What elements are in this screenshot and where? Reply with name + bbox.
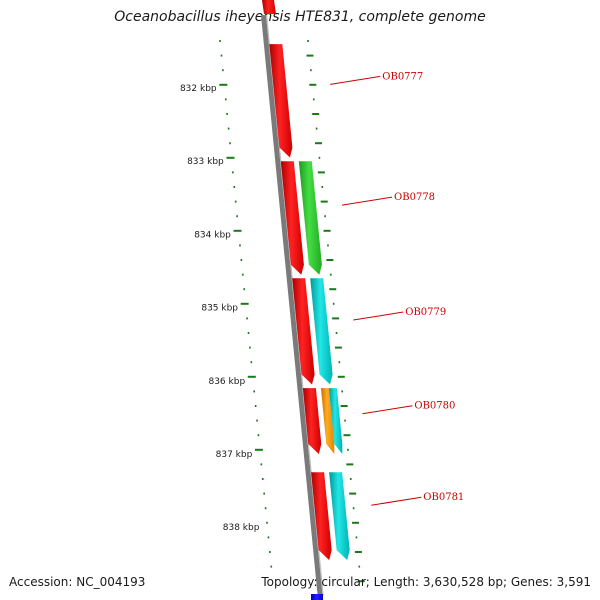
gene-arrow-partial-bottom xyxy=(311,594,323,600)
label-leader-line xyxy=(353,311,404,321)
gene-label-ob0777: OB0777 xyxy=(382,71,423,82)
gene-arrow-ob0780 xyxy=(320,388,335,454)
label-leader-line xyxy=(330,75,381,85)
gene-arrow-ob0779 xyxy=(310,278,333,385)
gene-labels: OB0777 OB0778 OB0779 OB0780 OB0781 xyxy=(330,71,464,506)
genome-stats: Topology: circular; Length: 3,630,528 bp… xyxy=(261,575,591,589)
gene-arrow-ob0778 xyxy=(280,161,304,275)
accession-text: Accession: NC_004193 xyxy=(9,575,146,589)
gene-arrow-ob0780 xyxy=(302,388,322,454)
label-leader-line xyxy=(371,496,422,506)
kbp-label: 837 kbp xyxy=(216,450,253,460)
gene-label-ob0778: OB0778 xyxy=(394,192,435,203)
kbp-label: 836 kbp xyxy=(208,377,245,387)
kbp-label: 833 kbp xyxy=(187,157,224,167)
label-leader-line xyxy=(362,405,413,415)
gene-arrow-ob0779 xyxy=(292,278,315,385)
kbp-label: 834 kbp xyxy=(194,230,231,240)
kbp-label: 835 kbp xyxy=(201,304,238,314)
gene-label-ob0780: OB0780 xyxy=(414,401,455,412)
gene-arrow-ob0777 xyxy=(269,44,293,158)
gene-arrow-ob0781 xyxy=(311,472,332,561)
map-title: Oceanobacillus iheyensis HTE831, complet… xyxy=(114,9,486,25)
gene-features xyxy=(262,0,350,600)
gene-arrow-ob0780 xyxy=(328,388,343,454)
gene-label-ob0779: OB0779 xyxy=(405,307,446,318)
label-leader-line xyxy=(341,196,393,206)
kbp-label: 832 kbp xyxy=(180,84,217,94)
gene-arrow-ob0778 xyxy=(298,161,322,275)
gene-label-ob0781: OB0781 xyxy=(423,492,464,503)
kbp-label: 838 kbp xyxy=(223,523,260,533)
scale-ticks: 832 kbp 833 kbp 834 kbp 835 kbp 836 kbp 837 k… xyxy=(180,40,365,583)
gene-arrow-partial-top xyxy=(262,0,276,14)
backbone-line xyxy=(261,14,323,596)
gene-arrow-ob0781 xyxy=(329,472,350,561)
